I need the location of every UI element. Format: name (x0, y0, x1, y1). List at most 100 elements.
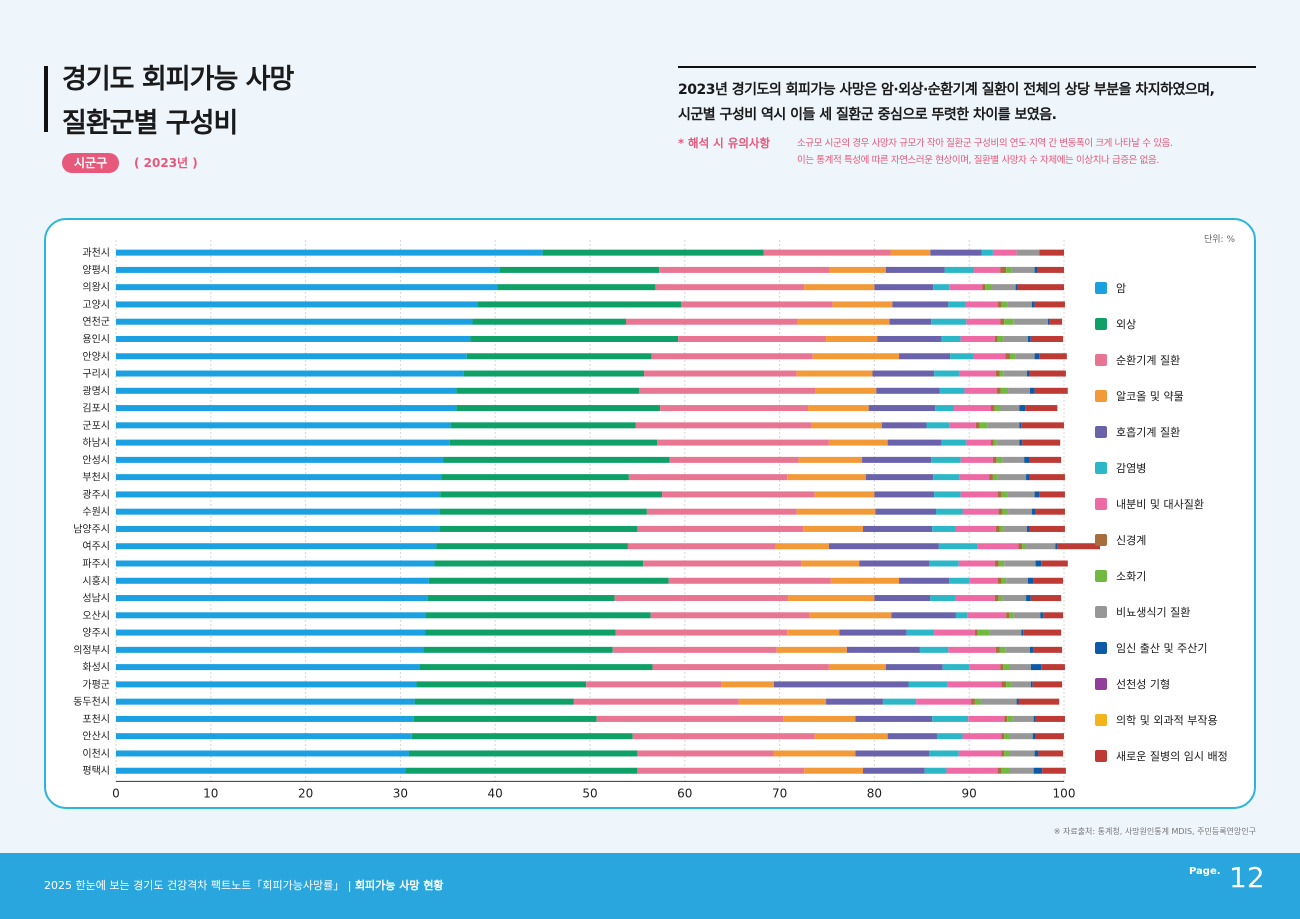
bar-segment (443, 456, 670, 463)
bar-segment (639, 387, 816, 394)
bar-segment (1018, 543, 1023, 550)
bar-segment (643, 560, 802, 567)
bar-segment (930, 249, 982, 256)
legend-item: 의학 및 외과적 부작용 (1095, 702, 1228, 738)
bar-segment (1015, 353, 1035, 360)
bar-segment (829, 266, 886, 273)
summary-text: 2023년 경기도의 회피가능 사망은 암·외상·순환기계 질환이 전체의 상당… (678, 78, 1215, 128)
bar-segment (1037, 266, 1064, 273)
note-line1: 소규모 시군의 경우 사망자 규모가 작아 질환군 구성비의 연도·지역 간 변… (797, 138, 1173, 149)
bar-segment (906, 629, 935, 636)
x-tick-label: 0 (112, 786, 120, 800)
bar-segment (1033, 577, 1064, 584)
bar-segment (980, 698, 1017, 705)
bar-segment (804, 767, 864, 774)
bar-segment (1026, 474, 1030, 481)
bar-segment (659, 266, 830, 273)
bar-segment (865, 474, 934, 481)
bar-segment (668, 577, 831, 584)
bar-segment (960, 456, 993, 463)
bar-segment (994, 335, 998, 342)
y-category-label: 수원시 (82, 506, 110, 518)
y-category-label: 광명시 (82, 385, 110, 397)
bar-segment (405, 767, 638, 774)
bar-segment (995, 525, 1000, 532)
note-label: * 해석 시 유의사항 (678, 136, 771, 150)
bar-segment (470, 335, 679, 342)
bar-segment (721, 681, 774, 688)
bar-segment (969, 664, 1001, 671)
y-category-label: 동두천시 (73, 696, 110, 708)
bar-segment (1002, 508, 1009, 515)
bar-segment (973, 266, 1001, 273)
x-tick-label: 20 (298, 786, 313, 800)
legend-label: 감염병 (1116, 462, 1147, 475)
bar-segment (1007, 491, 1035, 498)
bar-segment (1000, 664, 1004, 671)
y-category-label: 광주시 (82, 489, 110, 501)
bar-segment (1006, 266, 1012, 273)
bar-segment (116, 456, 444, 463)
y-category-label: 구리시 (82, 368, 110, 380)
bar-segment (1009, 664, 1031, 671)
bar-segment (1004, 560, 1036, 567)
bar-segment (497, 284, 656, 291)
x-tick-label: 50 (582, 786, 597, 800)
bar-segment (423, 646, 613, 653)
bar-segment (116, 595, 428, 602)
bar-segment (808, 612, 892, 619)
bar-segment (477, 301, 682, 308)
bar-segment (542, 249, 764, 256)
y-category-label: 하남시 (82, 436, 110, 449)
y-category-label: 양평시 (82, 264, 110, 276)
bar-segment (887, 733, 937, 740)
x-tick-label: 40 (488, 786, 503, 800)
y-category-label: 군포시 (82, 420, 110, 432)
legend-label: 임신 출산 및 주산기 (1116, 642, 1208, 655)
bar-segment (116, 318, 473, 325)
bar-segment (419, 664, 653, 671)
bar-segment (116, 750, 409, 757)
bar-segment (947, 681, 1002, 688)
bar-segment (936, 508, 963, 515)
bar-segment (1015, 284, 1018, 291)
bar-segment (1038, 750, 1064, 757)
bar-segment (116, 422, 451, 429)
bar-segment (924, 767, 947, 774)
bar-segment (991, 405, 995, 412)
bar-segment (1009, 733, 1033, 740)
legend-swatch (1095, 354, 1107, 366)
bar-segment (932, 715, 969, 722)
bar-segment (116, 370, 464, 377)
bar-segment (615, 629, 788, 636)
bar-segment (1027, 370, 1030, 377)
y-category-label: 화성시 (82, 662, 110, 674)
bar-segment (804, 284, 875, 291)
bar-segment (960, 491, 998, 498)
legend-item: 감염병 (1095, 450, 1228, 486)
bar-segment (1000, 266, 1007, 273)
bar-segment (116, 560, 435, 567)
bar-segment (1025, 405, 1058, 412)
bar-segment (637, 767, 805, 774)
x-tick-label: 30 (393, 786, 408, 800)
y-category-label: 이천시 (82, 748, 110, 760)
bar-segment (949, 422, 976, 429)
legend-swatch (1095, 750, 1107, 762)
legend-swatch (1095, 390, 1107, 402)
bar-segment (930, 595, 955, 602)
bar-segment (796, 508, 876, 515)
bar-segment (826, 335, 878, 342)
bar-segment (586, 681, 722, 688)
legend-label: 의학 및 외과적 부작용 (1116, 714, 1218, 727)
bar-segment (977, 543, 1019, 550)
footer-bar: 2025 한눈에 보는 경기도 건강격차 팩트노트「회피가능사망률」 | 회피가… (0, 853, 1300, 919)
bar-segment (944, 266, 974, 273)
bar-segment (991, 284, 1016, 291)
bar-segment (931, 318, 967, 325)
summary-rule (678, 66, 1256, 68)
bar-segment (596, 715, 784, 722)
bar-segment (1030, 595, 1062, 602)
bar-segment (1007, 301, 1032, 308)
bar-segment (427, 595, 615, 602)
